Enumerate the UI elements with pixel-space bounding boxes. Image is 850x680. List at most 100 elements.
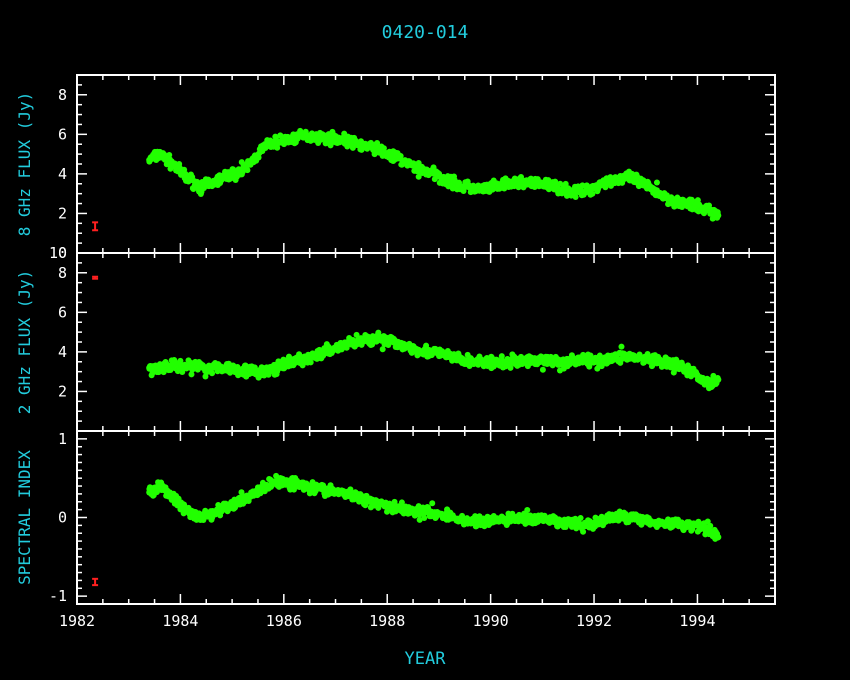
data-point [462,179,469,186]
chart-title: 0420-014 [382,22,469,43]
panel-1: 0 2 4 6 8 8 GHz FLUX (Jy) [15,74,776,262]
data-point [429,500,436,507]
x-tick-label: 1986 [266,612,302,630]
y-tick-label: 2 [58,382,67,400]
data-point [670,369,677,376]
y-axis-label: SPECTRAL INDEX [15,450,34,585]
data-point [214,181,221,188]
y-tick-label: 6 [58,125,67,143]
data-point [539,366,546,373]
data-point [580,528,587,535]
data-point [188,371,195,378]
y-tick-label: 2 [58,204,67,222]
data-point [353,331,360,338]
data-point [653,179,660,186]
data-point [545,357,552,364]
data-point [238,171,245,178]
data-point [180,510,187,517]
data-point [427,347,434,354]
data-point [208,516,215,523]
data-point [572,515,579,522]
data-point [204,512,211,519]
data-point [444,506,451,513]
data-point [209,370,216,377]
data-point [714,534,721,541]
data-point [181,501,188,508]
data-point [238,489,245,496]
panel-3: -1 0 1 SPECTRAL INDEX [15,430,776,605]
data-point [296,351,303,358]
y-tick-label: 8 [58,264,67,282]
data-point [352,137,359,144]
data-point [273,472,280,479]
data-point [379,346,386,353]
data-point [238,159,245,166]
error-bar [92,275,99,280]
data-point [572,194,579,201]
x-tick-label: 1994 [679,612,715,630]
data-point [505,510,512,517]
data-point [415,173,422,180]
data-point [416,516,423,523]
data-point [707,522,714,529]
data-point [535,182,542,189]
data-point [589,190,596,197]
data-point [679,204,686,211]
data-point [390,158,397,165]
data-series [146,472,722,542]
data-point [409,162,416,169]
data-point [244,167,251,174]
data-point [498,353,505,360]
data-point [524,506,531,513]
data-point [507,364,514,371]
y-tick-label: 0 [58,244,67,262]
data-point [641,358,648,365]
data-point [447,173,454,180]
data-point [397,152,404,159]
data-point [177,357,184,364]
data-series [146,329,722,392]
data-point [539,181,546,188]
data-point [714,375,721,382]
y-tick-label: 8 [58,86,67,104]
data-point [488,365,495,372]
data-point [391,498,398,505]
data-point [551,186,558,193]
error-bar [92,221,99,232]
data-point [307,359,314,366]
data-point [688,527,695,534]
data-point [704,518,711,525]
data-point [596,352,603,359]
y-tick-label: 4 [58,343,67,361]
y-axis-label: 8 GHz FLUX (Jy) [15,92,34,237]
data-point [421,514,428,521]
data-point [148,372,155,379]
data-point [166,152,173,159]
data-point [653,359,660,366]
y-tick-label: 6 [58,303,67,321]
x-tick-label: 1984 [162,612,198,630]
y-tick-label: 1 [58,430,67,448]
data-point [557,180,564,187]
data-point [192,509,199,516]
data-point [556,367,563,374]
data-point [527,360,534,367]
data-point [235,366,242,373]
data-point [319,486,326,493]
x-axis-label: YEAR [405,649,447,669]
y-tick-label: 0 [58,509,67,527]
data-point [460,188,467,195]
data-point [320,352,327,359]
data-point [398,499,405,506]
data-point [706,202,713,209]
panel-2: 2 4 6 8 10 2 GHz FLUX (Jy) [15,244,776,432]
y-tick-label: 10 [49,244,67,262]
data-point [287,486,294,493]
data-point [640,180,647,187]
x-tick-label: 1988 [369,612,405,630]
data-point [714,214,721,221]
y-tick-label: -1 [49,587,67,605]
data-point [518,173,525,180]
data-point [306,490,313,497]
